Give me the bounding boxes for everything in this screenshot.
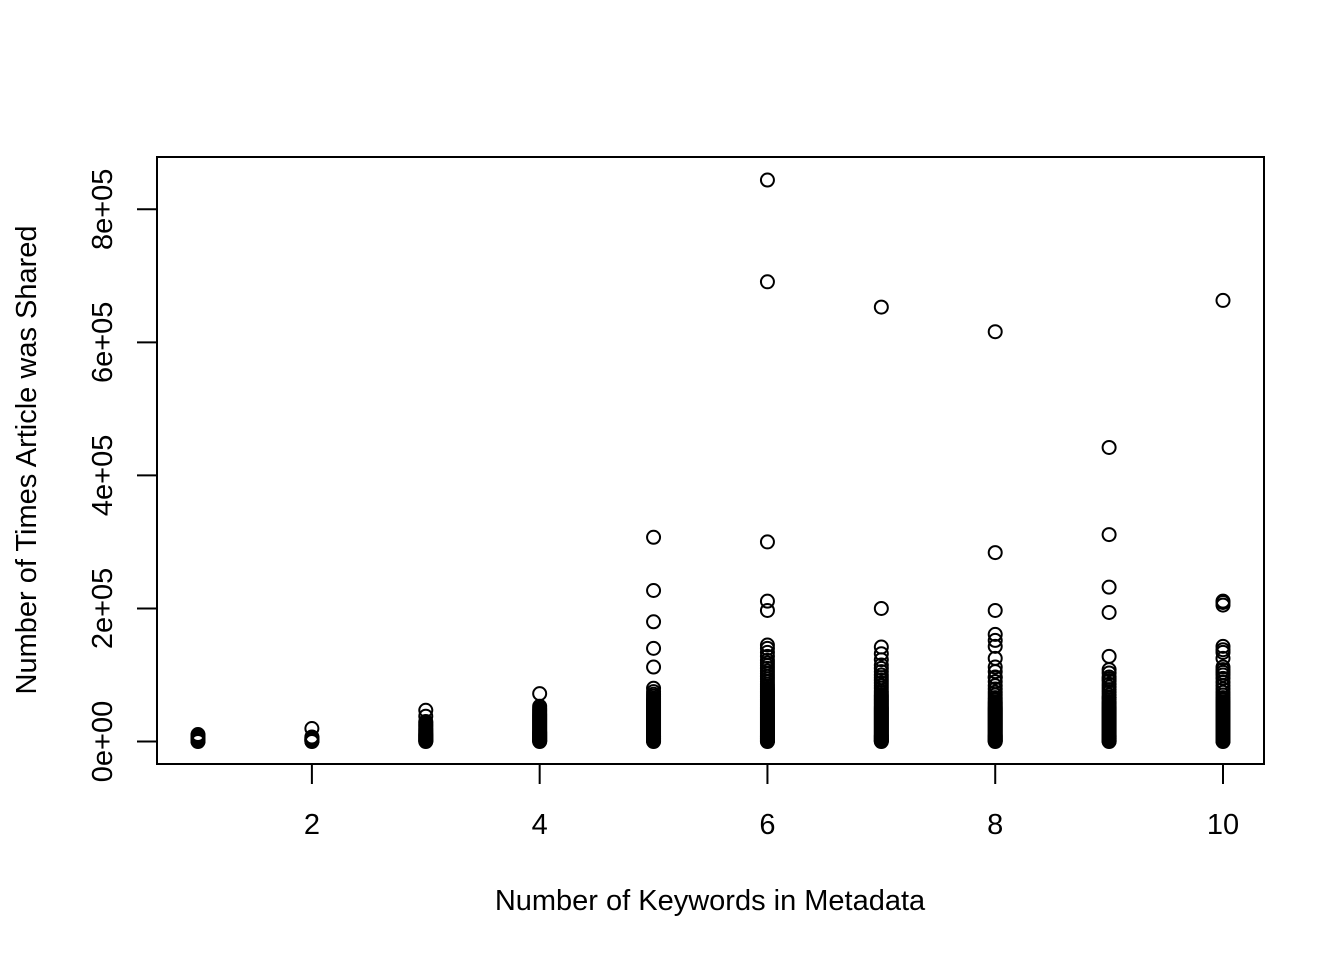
data-point — [759, 644, 775, 660]
data-point — [532, 686, 548, 702]
points-layer — [190, 172, 1231, 750]
data-point — [418, 708, 434, 724]
data-point — [873, 657, 889, 673]
data-point — [646, 529, 662, 545]
y-tick-label: 0e+00 — [87, 701, 119, 782]
data-point — [1101, 527, 1117, 543]
data-point — [1215, 659, 1231, 675]
data-point — [759, 172, 775, 188]
data-point — [873, 600, 889, 616]
data-point — [1101, 439, 1117, 455]
data-point — [873, 299, 889, 315]
data-point — [1215, 638, 1231, 654]
y-tick-label: 2e+05 — [87, 568, 119, 649]
data-point — [646, 614, 662, 630]
data-point — [304, 729, 320, 745]
data-point — [759, 593, 775, 609]
data-point — [987, 324, 1003, 340]
data-point — [987, 659, 1003, 675]
data-point — [418, 714, 434, 730]
data-point — [646, 680, 662, 696]
data-point — [1101, 604, 1117, 620]
data-point — [1101, 648, 1117, 664]
data-point — [1101, 690, 1117, 706]
data-point — [987, 626, 1003, 642]
data-point — [759, 648, 775, 664]
y-tick-label: 6e+05 — [87, 302, 119, 383]
data-point — [646, 583, 662, 598]
data-point — [987, 670, 1003, 686]
data-point — [1215, 650, 1231, 666]
y-axis: 0e+00 2e+05 4e+05 6e+05 8e+05 — [87, 169, 158, 782]
x-axis-label: Number of Keywords in Metadata — [495, 885, 926, 917]
data-point — [1215, 593, 1231, 609]
data-point — [873, 639, 889, 655]
data-point — [987, 638, 1003, 654]
x-axis: 2 4 6 8 10 — [304, 763, 1239, 841]
data-point — [987, 545, 1003, 561]
y-axis-label: Number of Times Article was Shared — [11, 225, 43, 694]
data-point — [759, 637, 775, 653]
data-point — [987, 632, 1003, 648]
data-point — [646, 659, 662, 675]
data-point — [759, 602, 775, 618]
x-tick-label: 2 — [304, 809, 320, 841]
x-tick-label: 8 — [987, 809, 1003, 841]
data-point — [190, 727, 206, 743]
data-point — [1101, 579, 1117, 595]
data-point — [646, 640, 662, 656]
data-point — [304, 721, 320, 737]
y-tick-label: 8e+05 — [87, 169, 119, 250]
x-tick-label: 10 — [1207, 809, 1239, 841]
data-point — [873, 646, 889, 662]
data-point — [1215, 292, 1231, 308]
y-tick-label: 4e+05 — [87, 435, 119, 516]
data-point — [759, 274, 775, 290]
data-point — [759, 534, 775, 550]
data-point — [1101, 671, 1117, 687]
data-point — [759, 652, 775, 668]
data-point — [987, 650, 1003, 666]
data-point — [418, 702, 434, 718]
x-tick-label: 4 — [532, 809, 548, 841]
x-tick-label: 6 — [759, 809, 775, 841]
data-point — [987, 674, 1003, 690]
data-point — [987, 602, 1003, 618]
